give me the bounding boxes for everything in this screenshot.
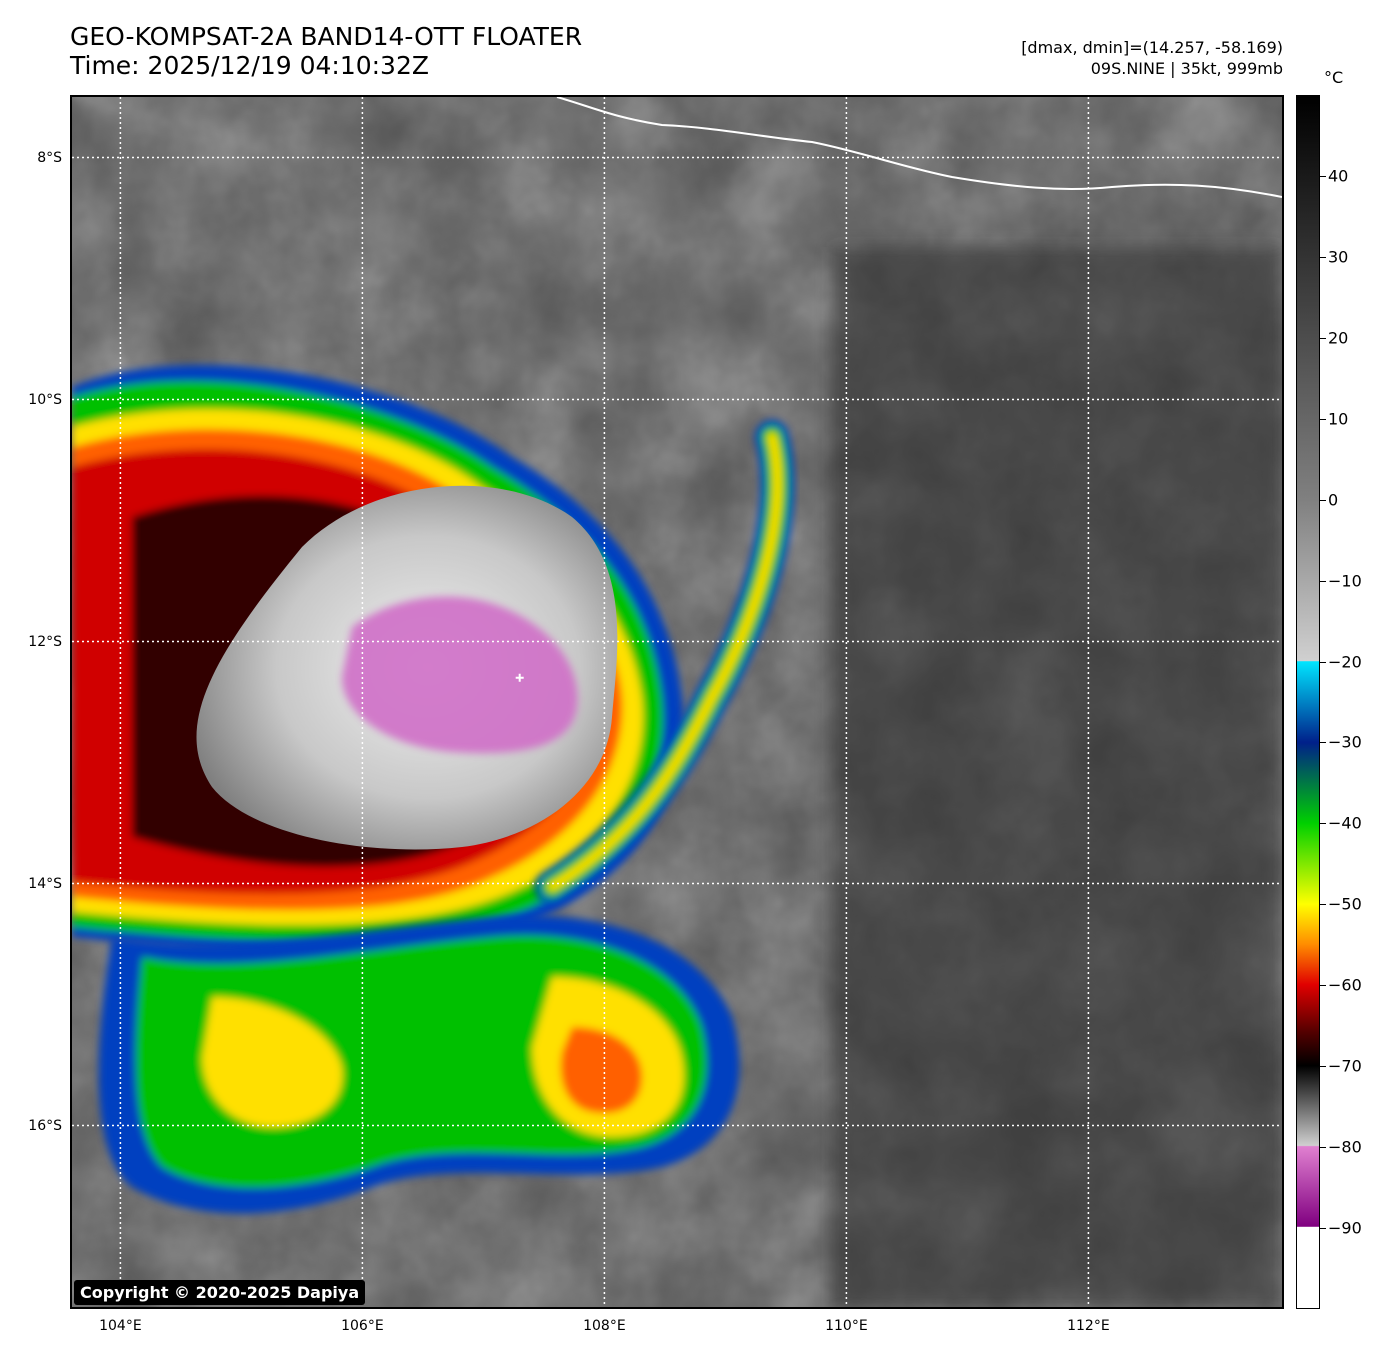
- copyright-notice: Copyright © 2020-2025 Dapiya: [74, 1280, 366, 1305]
- latitude-label: 10°S: [28, 391, 62, 408]
- colorbar-tick-label: 40: [1328, 166, 1349, 186]
- colorbar-tick: [1320, 742, 1326, 744]
- satellite-map: Copyright © 2020-2025 Dapiya: [70, 95, 1284, 1309]
- colorbar-tick-label: 10: [1328, 409, 1349, 429]
- storm-info: 09S.NINE | 35kt, 999mb: [1090, 59, 1283, 78]
- colorbar-tick-label: 30: [1328, 247, 1349, 267]
- colorbar-tick: [1320, 1228, 1326, 1230]
- colorbar-tick-label: −60: [1328, 975, 1362, 995]
- timestamp: Time: 2025/12/19 04:10:32Z: [70, 51, 429, 80]
- longitude-label: 104°E: [99, 1318, 142, 1334]
- colorbar: [1296, 95, 1320, 1309]
- colorbar-tick-label: −30: [1328, 732, 1362, 752]
- colorbar-unit: °C: [1324, 68, 1344, 87]
- colorbar-tick-label: −90: [1328, 1218, 1362, 1238]
- colorbar-tick-label: −20: [1328, 652, 1362, 672]
- colorbar-tick: [1320, 256, 1326, 258]
- colorbar-tick: [1320, 823, 1326, 825]
- colorbar-tick: [1320, 499, 1326, 501]
- colorbar-tick: [1320, 580, 1326, 582]
- colorbar-tick: [1320, 904, 1326, 906]
- longitude-label: 106°E: [341, 1318, 384, 1334]
- colorbar-tick-label: 20: [1328, 328, 1349, 348]
- latitude-label: 8°S: [37, 149, 62, 166]
- graticule: [72, 97, 1282, 1307]
- storm-center-marker: [515, 673, 524, 682]
- satellite-imagery: [72, 97, 1282, 1307]
- colorbar-tick: [1320, 1147, 1326, 1149]
- colorbar-tick-label: −50: [1328, 894, 1362, 914]
- colorbar-tick-label: 0: [1328, 490, 1339, 510]
- colorbar-tick: [1320, 175, 1326, 177]
- colorbar-tick: [1320, 1066, 1326, 1068]
- colorbar-tick: [1320, 985, 1326, 987]
- longitude-label: 112°E: [1067, 1318, 1110, 1334]
- longitude-label: 110°E: [825, 1318, 868, 1334]
- chart-title: GEO-KOMPSAT-2A BAND14-OTT FLOATER: [70, 22, 583, 51]
- colorbar-tick-label: −70: [1328, 1056, 1362, 1076]
- longitude-label: 108°E: [583, 1318, 626, 1334]
- colorbar-tick: [1320, 418, 1326, 420]
- colorbar-tick: [1320, 661, 1326, 663]
- latitude-label: 16°S: [28, 1117, 62, 1134]
- dmax-dmin-readout: [dmax, dmin]=(14.257, -58.169): [1021, 38, 1283, 57]
- colorbar-tick-label: −80: [1328, 1137, 1362, 1157]
- colorbar-tick-label: −40: [1328, 813, 1362, 833]
- colorbar-tick-label: −10: [1328, 571, 1362, 591]
- latitude-label: 12°S: [28, 633, 62, 650]
- colorbar-tick: [1320, 337, 1326, 339]
- latitude-label: 14°S: [28, 875, 62, 892]
